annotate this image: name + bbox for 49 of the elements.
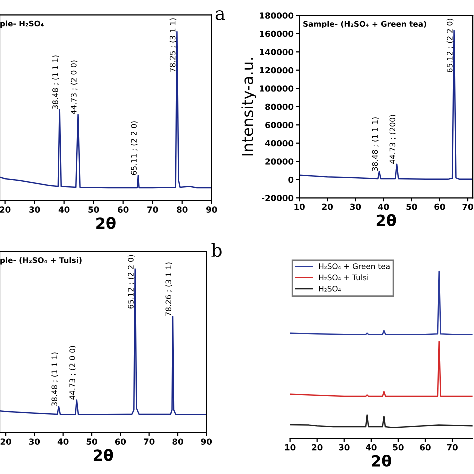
y-tick-label: 180000: [260, 12, 294, 19]
x-tick-label: 50: [406, 204, 418, 210]
y-tick-label: 20000: [266, 158, 294, 165]
y-tick-label: 0: [288, 176, 294, 184]
x-tick-label: 70: [144, 438, 155, 446]
y-tick-label: 140000: [260, 49, 294, 56]
x-tick-label: 30: [30, 206, 40, 213]
x-tick-label: 30: [350, 204, 362, 210]
x-tick-label: 40: [378, 204, 390, 210]
x-axis-title: 2θ: [372, 454, 392, 467]
x-tick-label: 30: [29, 438, 40, 446]
y-axis-title: Intensity-a.u.: [242, 58, 256, 156]
x-tick-label: 80: [172, 438, 184, 446]
x-tick-label: 50: [86, 438, 98, 446]
y-tick-label: 160000: [260, 30, 294, 38]
y-tick-label: 120000: [260, 67, 294, 74]
x-tick-label: 80: [177, 206, 188, 213]
x-tick-label: 50: [393, 444, 404, 451]
x-tick-label: 40: [58, 438, 69, 446]
x-tick-label: 60: [118, 206, 129, 213]
x-axis-title: 2θ: [376, 214, 396, 226]
text: a: [216, 10, 226, 20]
y-tick-label: -20000: [262, 195, 294, 202]
x-tick-label: 20: [0, 438, 12, 446]
x-tick-label: 90: [206, 206, 218, 213]
y-tick-label: 80000: [266, 104, 294, 110]
y-tick-label: 40000: [265, 140, 294, 147]
line-series: [300, 30, 474, 180]
x-tick-label: 60: [420, 444, 431, 451]
x-tick-label: 60: [115, 438, 126, 446]
x-tick-label: 40: [58, 206, 70, 213]
x-tick-label: 20: [312, 444, 323, 451]
x-axis-title: 2θ: [96, 217, 116, 230]
x-tick-label: 10: [294, 204, 305, 210]
x-tick-label: 60: [434, 204, 446, 210]
text: b: [212, 243, 222, 258]
x-tick-label: 30: [339, 444, 350, 451]
x-tick-label: 20: [0, 206, 11, 213]
x-tick-label: 70: [447, 444, 458, 451]
x-tick-label: 70: [462, 204, 474, 210]
x-tick-label: 20: [322, 204, 334, 210]
x-tick-label: 70: [148, 206, 158, 213]
x-axis-title: 2θ: [94, 449, 114, 462]
x-tick-label: 40: [366, 444, 377, 451]
x-tick-label: 10: [285, 444, 296, 451]
y-tick-label: 100000: [260, 86, 294, 92]
y-tick-label: 60000: [266, 122, 294, 128]
x-tick-label: 50: [88, 206, 100, 213]
x-tick-label: 90: [201, 438, 212, 446]
